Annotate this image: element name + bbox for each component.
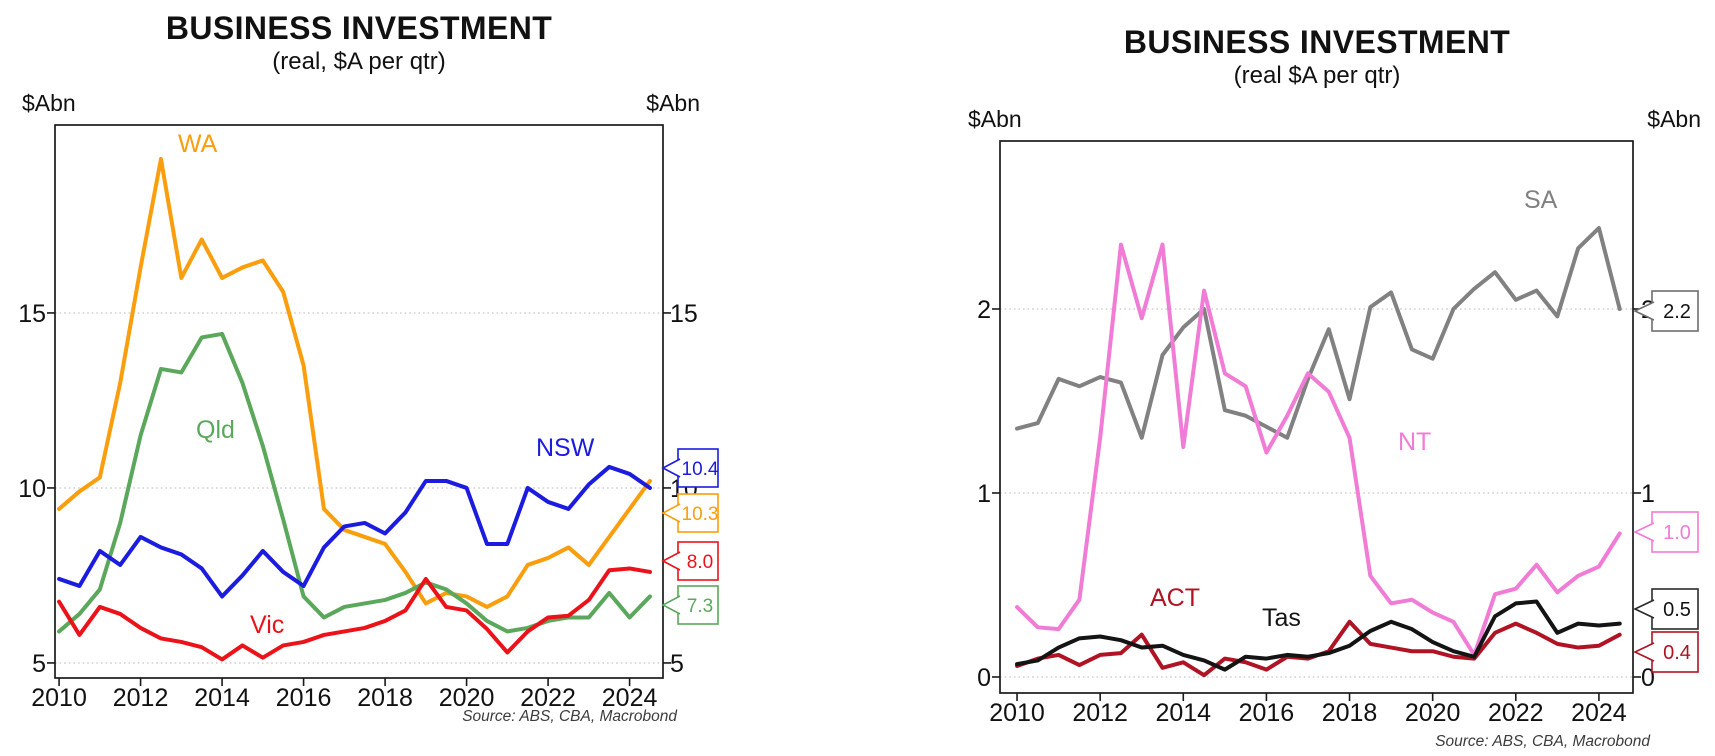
y-tick-label-left: 10 (18, 475, 46, 503)
series-line-sa (1015, 226, 1622, 440)
right-chart-title: BUSINESS INVESTMENT (1123, 24, 1511, 60)
callout-arrow-fill (1635, 302, 1654, 320)
series-label-tas: Tas (1262, 604, 1301, 632)
callout-value-nt: 1.0 (1663, 522, 1691, 544)
left-chart-source: Source: ABS, CBA, Macrobond (462, 708, 677, 725)
x-tick-label: 2014 (1155, 699, 1211, 727)
y-tick-label-right: 15 (670, 300, 698, 328)
y-tick-label-left: 15 (18, 300, 46, 328)
series-label-wa: WA (178, 130, 218, 158)
x-tick-label: 2016 (1239, 699, 1295, 727)
callout-box-tas (1651, 588, 1699, 630)
y-tick-label-right: 5 (670, 650, 684, 678)
x-tick-label: 2012 (1072, 699, 1128, 727)
right-chart-unit-right: $Abn (1647, 106, 1701, 132)
series-line-act (1015, 619, 1622, 678)
right-chart-unit-left: $Abn (968, 106, 1022, 132)
y-tick-label-left: 1 (977, 480, 991, 508)
x-tick-label: 2012 (113, 684, 169, 712)
series-label-vic: Vic (250, 611, 285, 639)
callout-arrow (661, 595, 681, 615)
x-tick-label: 2020 (439, 684, 495, 712)
callout-arrow-fill (663, 596, 680, 614)
callout-value-sa: 2.2 (1663, 301, 1691, 323)
x-tick-label: 2018 (357, 684, 413, 712)
x-tick-label: 2024 (602, 684, 658, 712)
series-label-qld: Qld (196, 416, 235, 444)
left-chart-frame (54, 124, 664, 679)
x-tick-label: 2018 (1322, 699, 1378, 727)
left-chart-unit-left: $Abn (22, 90, 76, 116)
callout-box-act (1651, 631, 1699, 673)
series-label-act: ACT (1150, 584, 1200, 612)
callout-value-act: 0.4 (1663, 642, 1691, 664)
series-label-nt: NT (1398, 428, 1432, 456)
x-tick-label: 2022 (520, 684, 576, 712)
left-chart-title: BUSINESS INVESTMENT (165, 10, 553, 46)
callout-box-wa (677, 493, 719, 533)
x-tick-label: 2014 (194, 684, 250, 712)
callout-box-sa (1651, 290, 1699, 332)
y-tick-label-left: 0 (977, 664, 991, 692)
y-tick-label-right: 1 (1641, 480, 1655, 508)
callout-box-nsw (677, 448, 719, 488)
callout-arrow (661, 503, 681, 523)
callout-arrow (1633, 301, 1655, 321)
callout-arrow (1633, 599, 1655, 619)
x-tick-label: 2010 (31, 684, 87, 712)
series-line-qld (57, 331, 652, 634)
callout-box-qld (677, 585, 719, 625)
callout-value-qld: 7.3 (687, 596, 713, 617)
left-chart-unit-right: $Abn (646, 90, 700, 116)
callout-value-wa: 10.3 (682, 504, 719, 525)
callout-arrow-fill (1635, 600, 1654, 618)
x-tick-label: 2022 (1488, 699, 1544, 727)
callout-arrow-fill (1635, 523, 1654, 541)
series-line-nt (1015, 242, 1622, 657)
series-line-tas (1015, 599, 1622, 672)
right-chart-frame (999, 140, 1634, 694)
callout-arrow-fill (1635, 643, 1654, 661)
series-line-nsw (57, 464, 652, 599)
callout-arrow-fill (663, 504, 680, 522)
x-tick-label: 2020 (1405, 699, 1461, 727)
callout-arrow-fill (663, 459, 680, 477)
x-tick-label: 2016 (276, 684, 332, 712)
callout-arrow (1633, 522, 1655, 542)
x-tick-label: 2010 (989, 699, 1045, 727)
callout-value-vic: 8.0 (687, 552, 713, 573)
series-line-wa (57, 156, 652, 609)
callout-value-nsw: 10.4 (682, 459, 719, 480)
series-label-sa: SA (1524, 186, 1558, 214)
callout-arrow (661, 551, 681, 571)
callout-box-nt (1651, 511, 1699, 553)
right-chart-source: Source: ABS, CBA, Macrobond (1435, 733, 1650, 750)
series-label-nsw: NSW (536, 434, 595, 462)
y-tick-label-left: 5 (32, 650, 46, 678)
callout-value-tas: 0.5 (1663, 599, 1691, 621)
callout-arrow-fill (663, 552, 680, 570)
right-chart-subtitle: (real $A per qtr) (1233, 62, 1401, 89)
callout-arrow (1633, 642, 1655, 662)
series-line-vic (57, 566, 652, 662)
left-chart-subtitle: (real, $A per qtr) (272, 48, 446, 75)
y-tick-label-left: 2 (977, 296, 991, 324)
callout-arrow (661, 458, 681, 478)
x-tick-label: 2024 (1571, 699, 1627, 727)
